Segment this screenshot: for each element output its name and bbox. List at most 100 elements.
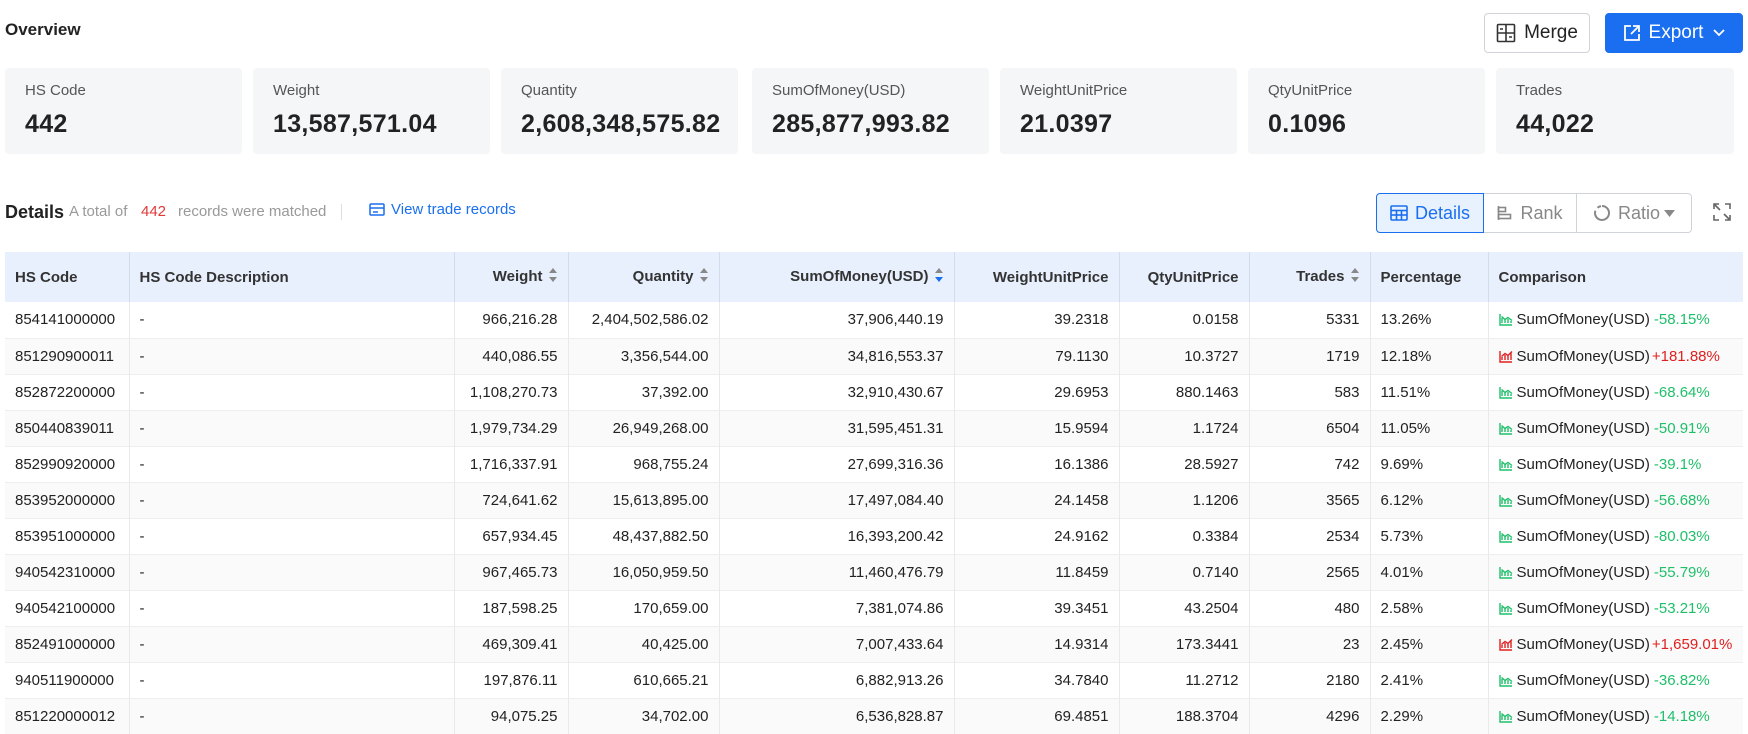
hs-code-cell: 940542100000 [5, 590, 130, 626]
qty-unit-price-cell: 43.2504 [1119, 590, 1250, 626]
sum-of-money-cell: 6,882,913.26 [719, 662, 955, 698]
tab-details-label: Details [1414, 202, 1471, 223]
details-total-prefix: A total of [69, 203, 128, 220]
table-row[interactable]: 940542310000-967,465.73 16,050,959.50 11,4… [5, 554, 1743, 590]
trades-cell: 480 [1249, 590, 1371, 626]
sort-icon[interactable] [548, 267, 558, 287]
view-trade-records-label: View trade records [391, 201, 516, 218]
trend-down-chart-icon [1498, 530, 1513, 543]
card-label: SumOfMoney(USD) [772, 82, 906, 99]
tab-ratio[interactable]: Ratio [1577, 194, 1691, 232]
overview-title: Overview [5, 20, 81, 39]
column-header-comparison[interactable]: Comparison [1488, 252, 1743, 302]
tab-rank[interactable]: Rank [1484, 194, 1577, 232]
table-row[interactable]: 853952000000-724,641.62 15,613,895.00 17,4… [5, 482, 1743, 518]
tab-details[interactable]: Details [1376, 193, 1484, 233]
table-row[interactable]: 851290900011-440,086.55 3,356,544.00 34,81… [5, 338, 1743, 374]
sum-of-money-cell: 32,910,430.67 [719, 374, 955, 410]
summary-cards: HS Code 442 Weight 13,587,571.04 Quantit… [5, 68, 1734, 154]
summary-card-trades: Trades 44,022 [1496, 68, 1734, 154]
table-row[interactable]: 851220000012-94,075.25 34,702.00 6,536,828… [5, 698, 1743, 734]
table-row[interactable]: 852491000000-469,309.41 40,425.00 7,007,43… [5, 626, 1743, 662]
quantity-cell: 968,755.24 [568, 446, 720, 482]
comparison-label: SumOfMoney(USD) [1516, 347, 1650, 365]
trades-cell: 2565 [1249, 554, 1371, 590]
hs-code-cell: 940511900000 [5, 662, 130, 698]
table-row[interactable]: 940511900000-197,876.11 610,665.21 6,882,9… [5, 662, 1743, 698]
weight-cell: 657,934.45 [454, 518, 569, 554]
table-row[interactable]: 850440839011-1,979,734.29 26,949,268.00 31… [5, 410, 1743, 446]
qty-unit-price-cell: 1.1724 [1119, 410, 1250, 446]
card-label: Trades [1516, 82, 1563, 99]
details-table: HS Code HS Code Description Weight Quant… [5, 252, 1743, 734]
column-header-quantity[interactable]: Quantity [568, 252, 720, 302]
weight-unit-price-cell: 39.3451 [954, 590, 1120, 626]
comparison-cell: SumOfMoney(USD) -56.68% [1488, 482, 1743, 518]
card-label: WeightUnitPrice [1020, 82, 1128, 99]
qty-unit-price-cell: 1.1206 [1119, 482, 1250, 518]
export-button[interactable]: Export [1605, 13, 1743, 53]
merge-button[interactable]: Merge [1484, 13, 1590, 53]
comparison-label: SumOfMoney(USD) [1516, 527, 1650, 545]
trades-cell: 2534 [1249, 518, 1371, 554]
weight-cell: 1,979,734.29 [454, 410, 569, 446]
column-header-weight-unit-price[interactable]: WeightUnitPrice [954, 252, 1120, 302]
trend-down-chart-icon [1498, 602, 1513, 615]
column-header-hs-code[interactable]: HS Code [5, 252, 130, 302]
comparison-label: SumOfMoney(USD) [1516, 419, 1650, 437]
comparison-value: -56.68% [1653, 491, 1710, 509]
percentage-cell: 2.29% [1370, 698, 1489, 734]
percentage-cell: 9.69% [1370, 446, 1489, 482]
summary-card-qty-unit-price: QtyUnitPrice 0.1096 [1248, 68, 1485, 154]
column-header-trades[interactable]: Trades [1249, 252, 1371, 302]
column-header-sum-of-money[interactable]: SumOfMoney(USD) [719, 252, 955, 302]
details-record-count: 442 [141, 203, 167, 220]
qty-unit-price-cell: 0.3384 [1119, 518, 1250, 554]
sum-of-money-cell: 37,906,440.19 [719, 302, 955, 338]
percentage-cell: 12.18% [1370, 338, 1489, 374]
sort-icon[interactable] [1350, 267, 1360, 287]
comparison-label: SumOfMoney(USD) [1516, 563, 1650, 581]
description-cell: - [129, 410, 455, 446]
merge-icon [1496, 23, 1516, 43]
hs-code-cell: 853951000000 [5, 518, 130, 554]
comparison-label: SumOfMoney(USD) [1516, 311, 1650, 329]
percentage-cell: 2.45% [1370, 626, 1489, 662]
quantity-cell: 26,949,268.00 [568, 410, 720, 446]
column-header-weight[interactable]: Weight [454, 252, 569, 302]
trend-up-chart-icon [1498, 350, 1513, 363]
view-trade-records-link[interactable]: View trade records [369, 201, 516, 218]
hs-code-cell: 850440839011 [5, 410, 130, 446]
table-row[interactable]: 852872200000-1,108,270.73 37,392.00 32,910… [5, 374, 1743, 410]
comparison-label: SumOfMoney(USD) [1516, 671, 1650, 689]
weight-cell: 94,075.25 [454, 698, 569, 734]
table-row[interactable]: 854141000000-966,216.28 2,404,502,586.02 3… [5, 302, 1743, 338]
chevron-down-icon [1713, 29, 1726, 37]
comparison-label: SumOfMoney(USD) [1516, 707, 1650, 725]
trend-down-chart-icon [1498, 710, 1513, 723]
comparison-label: SumOfMoney(USD) [1516, 599, 1650, 617]
table-row[interactable]: 853951000000-657,934.45 48,437,882.50 16,3… [5, 518, 1743, 554]
hs-code-cell: 853952000000 [5, 482, 130, 518]
column-header-label: HS Code [15, 268, 78, 286]
quantity-cell: 15,613,895.00 [568, 482, 720, 518]
table-row[interactable]: 940542100000-187,598.25 170,659.00 7,381,0… [5, 590, 1743, 626]
table-row[interactable]: 852990920000-1,716,337.91 968,755.24 27,69… [5, 446, 1743, 482]
column-header-description[interactable]: HS Code Description [129, 252, 455, 302]
percentage-cell: 2.58% [1370, 590, 1489, 626]
description-cell: - [129, 626, 455, 662]
trades-cell: 3565 [1249, 482, 1371, 518]
sum-of-money-cell: 7,007,433.64 [719, 626, 955, 662]
weight-unit-price-cell: 69.4851 [954, 698, 1120, 734]
column-header-qty-unit-price[interactable]: QtyUnitPrice [1119, 252, 1250, 302]
comparison-cell: SumOfMoney(USD) -14.18% [1488, 698, 1743, 734]
sort-desc-icon[interactable] [934, 267, 944, 287]
fullscreen-icon[interactable] [1712, 202, 1732, 222]
sum-of-money-cell: 16,393,200.42 [719, 518, 955, 554]
column-header-label: Comparison [1498, 268, 1587, 286]
description-cell: - [129, 338, 455, 374]
sort-icon[interactable] [699, 267, 709, 287]
column-header-percentage[interactable]: Percentage [1370, 252, 1489, 302]
column-header-label: WeightUnitPrice [992, 268, 1109, 286]
weight-cell: 966,216.28 [454, 302, 569, 338]
